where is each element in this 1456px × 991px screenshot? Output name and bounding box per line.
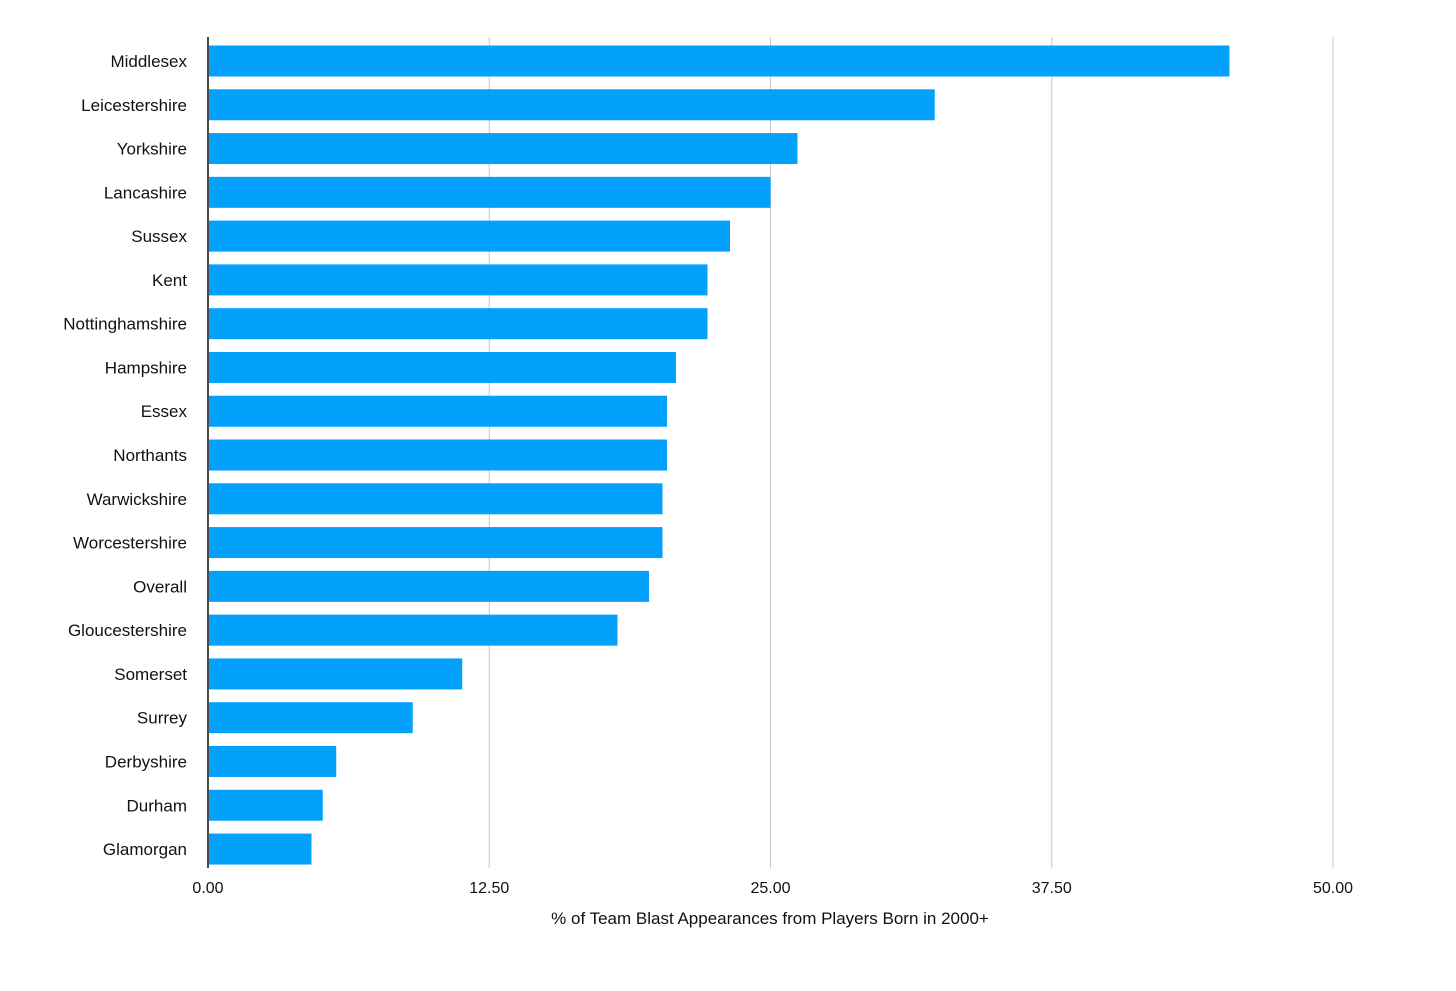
x-tick-label: 0.00: [192, 880, 223, 897]
category-label: Lancashire: [104, 183, 187, 202]
bar: [209, 483, 663, 515]
category-label: Nottinghamshire: [63, 315, 187, 334]
bar: [209, 702, 413, 734]
category-label: Warwickshire: [87, 490, 187, 509]
bar: [209, 220, 730, 252]
category-label: Yorkshire: [117, 140, 187, 159]
category-label: Surrey: [137, 709, 188, 728]
x-tick-labels: 0.00 12.50 25.00 37.50 50.00: [192, 880, 1353, 897]
category-label: Worcestershire: [73, 534, 187, 553]
bar: [209, 745, 337, 777]
category-label: Somerset: [114, 665, 187, 684]
category-label: Gloucestershire: [68, 621, 187, 640]
bar: [209, 658, 463, 690]
category-label: Middlesex: [110, 52, 187, 71]
bar: [209, 614, 618, 646]
x-tick-label: 50.00: [1313, 880, 1353, 897]
bar: [209, 351, 676, 383]
bar: [209, 570, 649, 602]
bar: [209, 833, 312, 865]
category-label: Derbyshire: [105, 752, 187, 771]
category-label: Kent: [152, 271, 187, 290]
category-label: Hampshire: [105, 358, 187, 377]
bar: [209, 439, 667, 471]
category-labels: Middlesex Leicestershire Yorkshire Lancashi…: [63, 52, 187, 859]
category-label: Essex: [141, 402, 188, 421]
x-tick-label: 12.50: [469, 880, 509, 897]
x-tick-label: 37.50: [1032, 880, 1072, 897]
bar: [209, 133, 798, 165]
bar: [209, 264, 708, 296]
bar: [209, 176, 771, 208]
x-tick-label: 25.00: [750, 880, 790, 897]
bar: [209, 89, 935, 121]
bar: [209, 395, 667, 427]
category-label: Northants: [113, 446, 187, 465]
bar: [209, 45, 1230, 77]
category-label: Sussex: [131, 227, 187, 246]
category-label: Durham: [127, 796, 187, 815]
category-label: Leicestershire: [81, 96, 187, 115]
bar: [209, 789, 323, 821]
category-label: Glamorgan: [103, 840, 187, 859]
bar: [209, 308, 708, 340]
bar: [209, 527, 663, 559]
category-label: Overall: [133, 577, 187, 596]
bars: [209, 45, 1230, 865]
x-axis-title: % of Team Blast Appearances from Players…: [551, 909, 989, 928]
